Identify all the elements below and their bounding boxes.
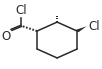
Polygon shape (76, 26, 87, 32)
Text: Cl: Cl (16, 4, 27, 17)
Text: O: O (2, 30, 11, 43)
Text: Cl: Cl (89, 20, 100, 33)
